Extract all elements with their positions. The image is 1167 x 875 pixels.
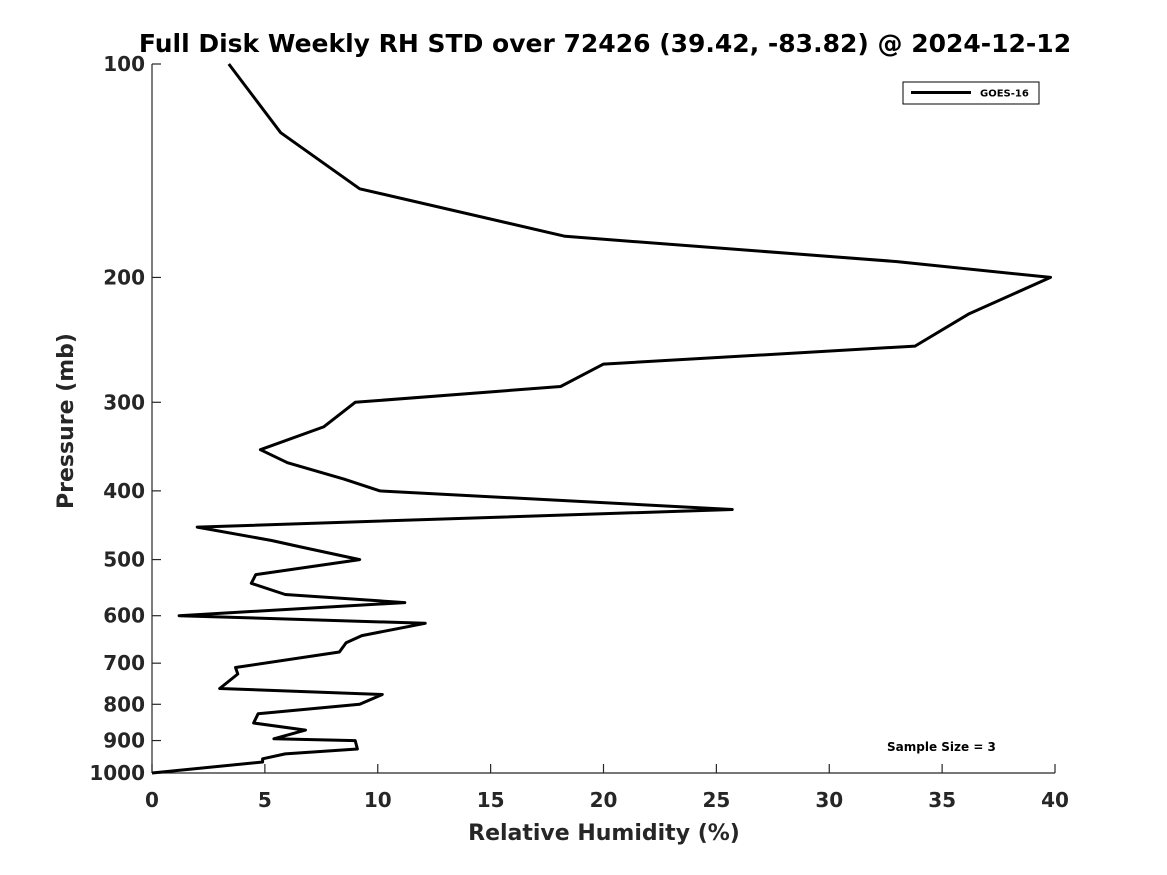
series-line-goes-16 <box>151 63 1052 775</box>
sample-size-annotation: Sample Size = 3 <box>887 740 996 754</box>
y-tick-label: 500 <box>103 548 145 572</box>
x-tick-label: 35 <box>928 788 956 812</box>
x-tick-label: 30 <box>815 788 843 812</box>
chart-title: Full Disk Weekly RH STD over 72426 (39.4… <box>139 29 1071 58</box>
x-axis-label: Relative Humidity (%) <box>468 821 740 846</box>
y-tick-label: 800 <box>103 692 145 716</box>
axis-ticks: 0 5 10 15 20 25 30 35 40 100 200 300 400 500 600 700 800… <box>89 52 1069 812</box>
y-axis-label: Pressure (mb) <box>54 333 79 509</box>
x-tick-label: 40 <box>1041 788 1069 812</box>
x-tick-label: 0 <box>145 788 159 812</box>
y-tick-label: 100 <box>103 52 145 76</box>
y-tick-label: 200 <box>103 265 145 289</box>
data-series <box>151 63 1052 775</box>
y-tick-label: 300 <box>103 390 145 414</box>
x-tick-label: 5 <box>258 788 272 812</box>
axes <box>151 64 1055 774</box>
y-tick-label: 700 <box>103 651 145 675</box>
x-tick-label: 10 <box>364 788 392 812</box>
x-tick-label: 20 <box>590 788 618 812</box>
y-tick-label: 400 <box>103 479 145 503</box>
y-tick-label: 1000 <box>89 761 145 785</box>
y-tick-label: 900 <box>103 729 145 753</box>
legend: GOES-16 <box>902 81 1040 105</box>
y-tick-label: 600 <box>103 604 145 628</box>
x-tick-label: 25 <box>702 788 730 812</box>
x-tick-label: 15 <box>477 788 505 812</box>
legend-label-goes-16: GOES-16 <box>980 89 1029 100</box>
